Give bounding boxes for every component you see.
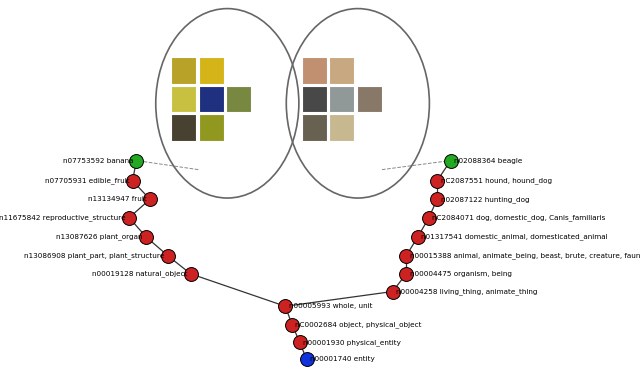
Point bbox=[432, 196, 442, 202]
Text: nC0002684 object, physical_object: nC0002684 object, physical_object bbox=[296, 321, 422, 328]
Text: n13134947 fruit: n13134947 fruit bbox=[88, 196, 147, 202]
Text: n02088364 beagle: n02088364 beagle bbox=[454, 158, 522, 163]
Text: n00004258 living_thing, animate_thing: n00004258 living_thing, animate_thing bbox=[396, 288, 538, 295]
Text: n13086908 plant_part, plant_structure: n13086908 plant_part, plant_structure bbox=[24, 252, 164, 259]
Text: n00005993 whole, unit: n00005993 whole, unit bbox=[289, 303, 372, 309]
Point bbox=[280, 303, 291, 309]
Point bbox=[131, 158, 141, 163]
Point bbox=[141, 234, 151, 240]
Point bbox=[388, 289, 398, 294]
Point bbox=[401, 253, 412, 259]
Text: n11675842 reproductive_structure: n11675842 reproductive_structure bbox=[0, 214, 126, 221]
Bar bbox=[199, 57, 224, 84]
Text: n00015388 animal, animate_being, beast, brute, creature, fauna: n00015388 animal, animate_being, beast, … bbox=[410, 252, 640, 259]
Text: n00004475 organism, being: n00004475 organism, being bbox=[410, 271, 511, 277]
Bar bbox=[199, 114, 224, 141]
Text: n07705931 edible_fruit: n07705931 edible_fruit bbox=[45, 177, 129, 184]
Text: n13087626 plant_organ: n13087626 plant_organ bbox=[56, 234, 143, 240]
Bar bbox=[172, 114, 196, 141]
Text: nC2084071 dog, domestic_dog, Canis_familiaris: nC2084071 dog, domestic_dog, Canis_famil… bbox=[432, 214, 605, 221]
Text: n00001740 entity: n00001740 entity bbox=[310, 356, 375, 362]
Point bbox=[401, 271, 412, 277]
Point bbox=[145, 196, 155, 202]
Bar bbox=[172, 57, 196, 84]
Point bbox=[287, 322, 297, 328]
Bar bbox=[172, 86, 196, 112]
Bar bbox=[330, 114, 355, 141]
Point bbox=[301, 356, 312, 362]
Point bbox=[413, 234, 423, 240]
Bar bbox=[330, 57, 355, 84]
Bar bbox=[301, 57, 327, 84]
Bar bbox=[330, 86, 355, 112]
Bar bbox=[301, 114, 327, 141]
Point bbox=[424, 215, 434, 221]
Text: n00019128 natural_object: n00019128 natural_object bbox=[92, 270, 187, 277]
Text: nC2087551 hound, hound_dog: nC2087551 hound, hound_dog bbox=[440, 177, 552, 184]
Point bbox=[432, 178, 442, 184]
Point bbox=[445, 158, 456, 163]
Text: n01317541 domestic_animal, domesticated_animal: n01317541 domestic_animal, domesticated_… bbox=[421, 234, 608, 240]
Point bbox=[294, 339, 305, 345]
Point bbox=[163, 253, 173, 259]
Bar bbox=[357, 86, 382, 112]
Point bbox=[186, 271, 196, 277]
Text: n00001930 physical_entity: n00001930 physical_entity bbox=[303, 339, 401, 346]
Point bbox=[127, 178, 138, 184]
Text: n02087122 hunting_dog: n02087122 hunting_dog bbox=[440, 196, 529, 203]
Bar bbox=[227, 86, 252, 112]
Bar bbox=[199, 86, 224, 112]
Bar bbox=[301, 86, 327, 112]
Point bbox=[124, 215, 134, 221]
Text: n07753592 banana: n07753592 banana bbox=[63, 158, 133, 163]
